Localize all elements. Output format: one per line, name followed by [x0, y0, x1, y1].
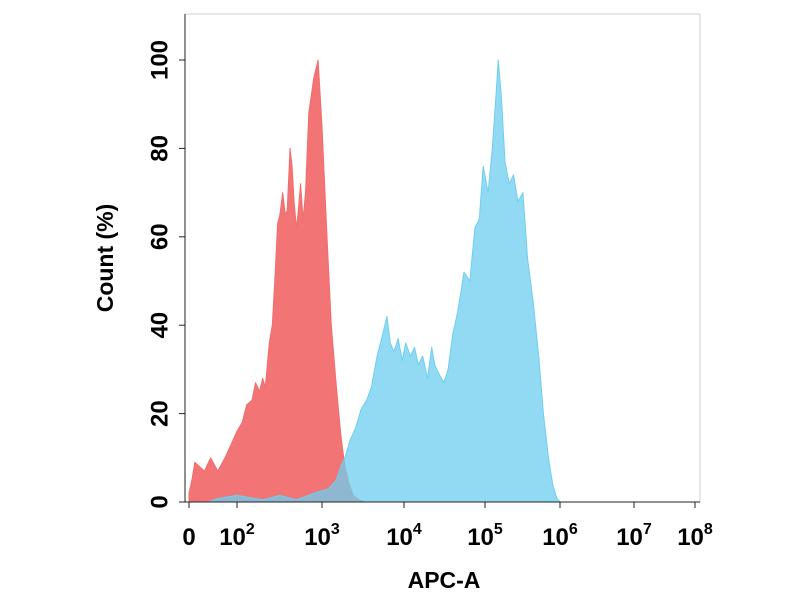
- x-tick-label: 0: [182, 524, 195, 551]
- x-tick-label: 104: [386, 521, 422, 551]
- y-tick-label: 80: [146, 135, 173, 162]
- y-tick-label: 60: [146, 223, 173, 250]
- histogram-area-2: [207, 59, 561, 503]
- x-tick-label: 103: [304, 521, 340, 551]
- x-tick-label: 107: [616, 521, 652, 551]
- x-axis-ticks: 0 102 103 104 105 106 107 108: [182, 502, 713, 551]
- y-tick-label: 0: [146, 495, 173, 508]
- histogram-series: [188, 59, 561, 503]
- x-tick-label: 106: [542, 521, 578, 551]
- y-tick-label: 20: [146, 400, 173, 427]
- histogram-area-1: [188, 59, 365, 503]
- y-axis-ticks: 0 20 40 60 80 100: [146, 40, 185, 509]
- x-axis-title: APC-A: [408, 567, 481, 593]
- y-tick-label: 100: [146, 40, 173, 80]
- plot-area: [184, 13, 701, 503]
- y-axis-title: Count (%): [92, 204, 118, 313]
- x-tick-label: 105: [467, 521, 503, 551]
- y-tick-label: 40: [146, 312, 173, 339]
- x-tick-label: 102: [219, 521, 255, 551]
- x-tick-label: 108: [677, 521, 713, 551]
- plot-frame: [185, 13, 701, 502]
